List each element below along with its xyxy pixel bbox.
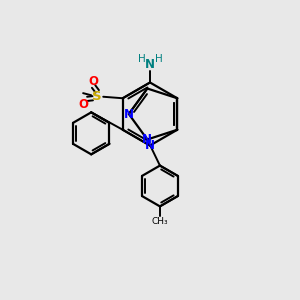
Text: N: N: [145, 139, 155, 152]
Text: O: O: [88, 75, 99, 88]
Text: S: S: [92, 90, 102, 103]
Text: N: N: [145, 58, 155, 71]
Text: H: H: [154, 54, 162, 64]
Text: N: N: [124, 107, 134, 121]
Text: N: N: [142, 133, 152, 146]
Text: CH₃: CH₃: [152, 217, 168, 226]
Text: H: H: [138, 54, 146, 64]
Text: O: O: [79, 98, 89, 111]
